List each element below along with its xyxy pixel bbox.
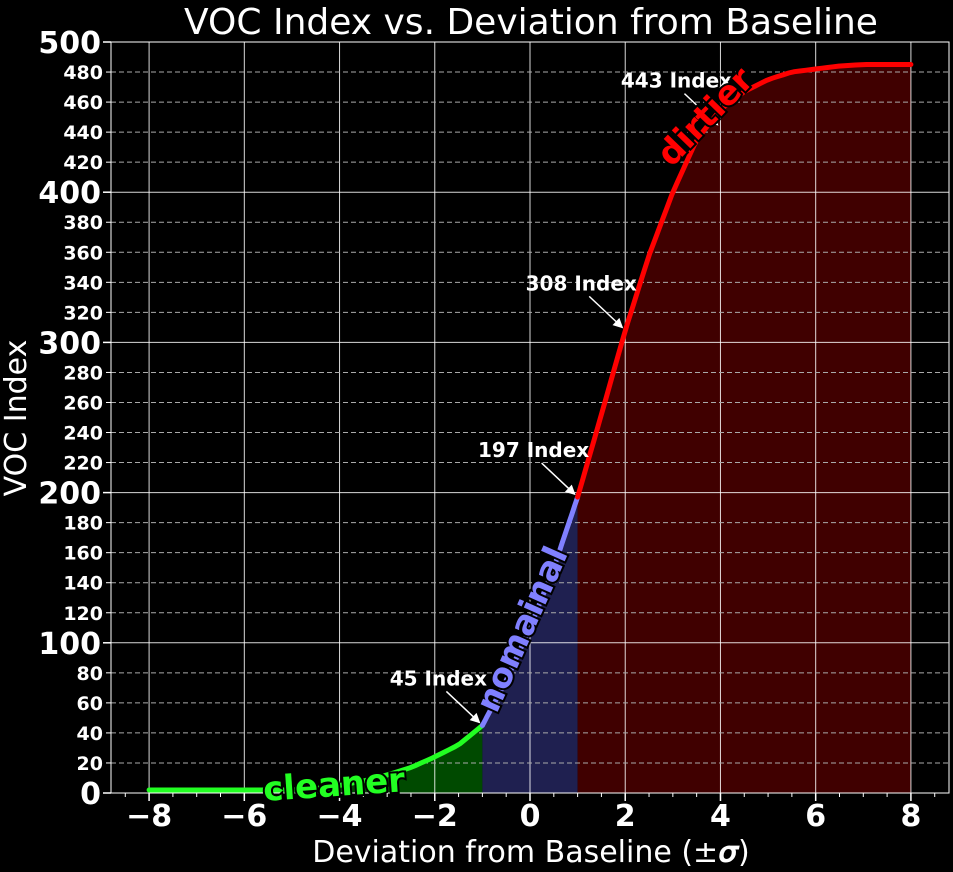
x-tick-label: −2 [412,799,458,834]
y-minor-tick-label: 40 [77,723,103,745]
annotation-arrowhead [469,712,481,724]
x-tick-label: 8 [900,799,921,834]
series-line-nomainal [479,494,581,728]
y-tick-label: 400 [38,176,101,211]
y-tick-label: 300 [38,326,101,361]
y-minor-tick-label: 260 [63,392,103,414]
segment-label-cleaner: cleaner [262,760,407,810]
y-minor-tick-label: 320 [63,302,103,324]
annotation-arrowhead [564,484,576,496]
y-minor-tick-label: 380 [63,212,103,234]
y-tick-label: 200 [38,477,101,512]
y-minor-tick-label: 20 [77,753,103,775]
y-minor-tick-label: 60 [77,693,103,715]
series-line-dirtier [575,62,914,500]
y-minor-tick-label: 420 [63,152,103,174]
x-tick-label: 6 [805,799,826,834]
x-tick-label: −4 [317,799,363,834]
y-minor-tick-label: 80 [77,663,103,685]
y-minor-tick-label: 160 [63,543,103,565]
y-tick-label: 0 [80,777,101,812]
y-minor-tick-label: 360 [63,242,103,264]
series-curves [146,62,914,793]
annotations: 45 Index 197 Index 308 Index 443 Index [390,69,732,724]
y-minor-tick-label: 340 [63,272,103,294]
axis-ticks: 0100200300400500204060801201401601802202… [38,26,936,834]
y-minor-tick-label: 220 [63,453,103,475]
annotation-label: 45 Index [390,666,487,690]
x-tick-label: −8 [126,799,172,834]
series-line-cleaner [146,722,485,793]
y-minor-tick-label: 480 [63,62,103,84]
annotation-arrowhead [707,115,719,126]
y-minor-tick-label: 280 [63,362,103,384]
segment-fill-dirtier [577,64,911,793]
y-tick-label: 500 [38,26,101,61]
y-minor-tick-label: 180 [63,513,103,535]
x-tick-label: −6 [221,799,267,834]
y-tick-label: 100 [38,627,101,662]
x-tick-label: 4 [710,799,731,834]
chart-title: VOC Index vs. Deviation from Baseline [184,2,878,43]
annotation-label: 443 Index [621,69,732,93]
annotation-label: 308 Index [526,271,637,295]
x-axis-label: Deviation from Baseline (±𝝈) [312,835,750,870]
y-minor-tick-label: 120 [63,603,103,625]
y-axis-label: VOC Index [0,340,34,497]
annotation-arrowhead [612,317,624,329]
x-tick-label: 2 [615,799,636,834]
y-minor-tick-label: 440 [63,122,103,144]
annotation-label: 197 Index [478,438,589,462]
y-minor-tick-label: 240 [63,423,103,445]
y-minor-tick-label: 460 [63,92,103,114]
segment-fill-cleaner [149,725,483,793]
y-minor-tick-label: 140 [63,573,103,595]
x-tick-label: 0 [520,799,541,834]
